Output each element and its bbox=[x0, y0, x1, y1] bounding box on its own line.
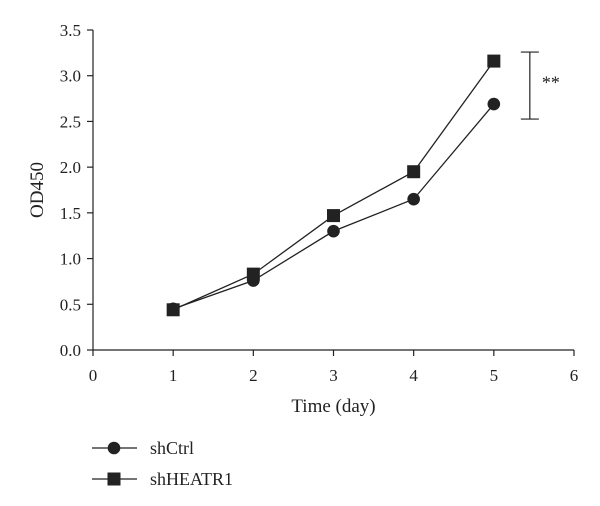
x-tick-label: 4 bbox=[409, 366, 418, 385]
data-point-circle bbox=[327, 224, 340, 238]
legend: shCtrl shHEATR1 bbox=[92, 438, 233, 489]
significance-label: ** bbox=[542, 73, 560, 93]
y-axis-ticks: 0.0 0.5 1.0 1.5 2.0 2.5 3.0 3.5 bbox=[60, 21, 93, 360]
y-tick-label: 2.5 bbox=[60, 112, 81, 131]
legend-marker-circle bbox=[107, 441, 121, 455]
data-point-square bbox=[327, 209, 340, 223]
y-tick-label: 1.5 bbox=[60, 204, 81, 223]
legend-item: shCtrl bbox=[92, 438, 194, 458]
series-shHEATR1 bbox=[166, 54, 501, 317]
significance-annotation: ** bbox=[520, 51, 560, 120]
data-point-square bbox=[487, 54, 501, 68]
legend-label: shHEATR1 bbox=[150, 469, 233, 489]
y-tick-label: 1.0 bbox=[60, 250, 81, 269]
y-tick-label: 3.0 bbox=[60, 67, 81, 86]
x-axis-title: Time (day) bbox=[291, 396, 375, 417]
x-tick-label: 2 bbox=[249, 366, 258, 385]
data-point-circle bbox=[407, 192, 420, 206]
y-tick-label: 0.0 bbox=[60, 341, 81, 360]
x-tick-label: 3 bbox=[329, 366, 338, 385]
y-axis-title: OD450 bbox=[27, 162, 48, 218]
axes: 0.0 0.5 1.0 1.5 2.0 2.5 3.0 3.5 0 1 2 3 4 5 6 bbox=[60, 21, 579, 385]
data-point-square bbox=[246, 267, 260, 281]
x-tick-label: 0 bbox=[89, 366, 98, 385]
data-point-square bbox=[407, 165, 421, 179]
series-shCtrl bbox=[166, 97, 501, 316]
x-tick-label: 1 bbox=[169, 366, 178, 385]
legend-label: shCtrl bbox=[150, 438, 194, 458]
y-tick-label: 0.5 bbox=[60, 295, 81, 314]
y-tick-label: 3.5 bbox=[60, 21, 81, 40]
legend-item: shHEATR1 bbox=[92, 469, 233, 489]
series-layer bbox=[166, 54, 501, 317]
data-point-circle bbox=[487, 97, 501, 111]
x-tick-label: 6 bbox=[570, 366, 579, 385]
data-point-square bbox=[166, 303, 180, 317]
x-axis-ticks: 0 1 2 3 4 5 6 bbox=[89, 350, 579, 385]
series-line bbox=[172, 60, 495, 311]
x-tick-label: 5 bbox=[490, 366, 499, 385]
y-tick-label: 2.0 bbox=[60, 158, 81, 177]
series-line bbox=[172, 103, 495, 310]
legend-marker-square bbox=[107, 472, 121, 486]
